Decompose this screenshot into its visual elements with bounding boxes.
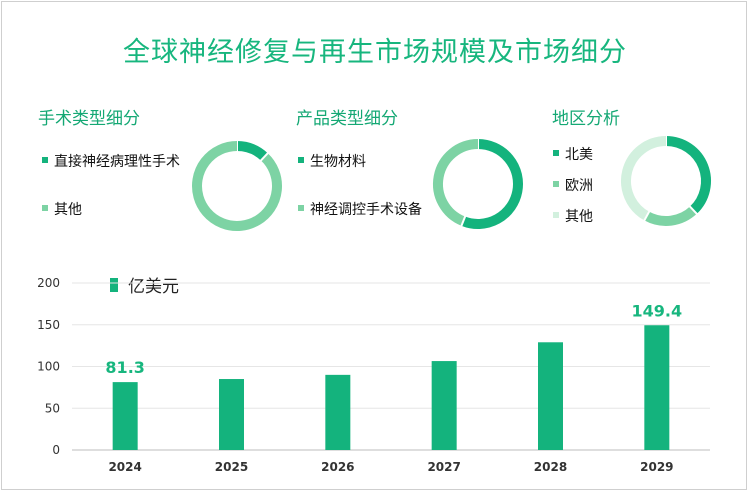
x-tick-label: 2025 (215, 460, 248, 474)
donut-slice (461, 139, 523, 229)
slice-separator (688, 205, 699, 216)
y-tick-label: 0 (52, 443, 60, 457)
y-tick-label: 50 (45, 401, 60, 415)
bar-2028 (538, 342, 563, 450)
region-analysis-title: 地区分析 (552, 109, 620, 129)
page-title: 全球神经修复与再生市场规模及市场细分 (123, 37, 627, 68)
legend-item-north-america: 北美 (553, 144, 593, 164)
donut-slice (665, 136, 711, 214)
slice-separator (259, 151, 270, 162)
x-tick-label: 2027 (427, 460, 460, 474)
legend-label: 其他 (54, 202, 82, 218)
bar-2027 (431, 361, 457, 450)
legend-swatch (553, 150, 559, 156)
y-tick-label: 200 (37, 276, 60, 290)
product-type-title: 产品类型细分 (296, 109, 398, 129)
legend-swatch (298, 157, 304, 163)
donut-chart-2 (433, 138, 523, 229)
legend-swatch (42, 157, 48, 163)
legend-item-other-surgery: 其他 (42, 199, 82, 219)
legend-label: 直接神经病理性手术 (54, 154, 180, 170)
y-tick-label: 100 (37, 360, 60, 374)
legend-swatch (42, 205, 48, 211)
legend-label: 欧洲 (565, 178, 593, 194)
x-tick-label: 2026 (321, 460, 354, 474)
legend-swatch (553, 212, 559, 218)
legend-swatch (298, 205, 304, 211)
x-tick-label: 2028 (534, 460, 567, 474)
donut-slice (236, 141, 268, 161)
slice-separator (642, 210, 651, 222)
donut-slice (621, 136, 667, 221)
donut-chart-3 (621, 135, 711, 226)
legend-item-biomaterials: 生物材料 (298, 151, 366, 171)
legend-item-neuromodulation-devices: 神经调控手术设备 (298, 199, 422, 219)
bar-2029 (644, 325, 670, 450)
donut-chart-1 (192, 140, 282, 231)
bar-series-legend: 亿美元 (110, 272, 179, 297)
y-tick-label: 150 (37, 318, 60, 332)
legend-label: 神经调控手术设备 (310, 202, 422, 218)
legend-item-direct-neuro-surgery: 直接神经病理性手术 (42, 151, 180, 171)
data-label: 81.3 (105, 358, 144, 377)
bar-2025 (219, 379, 244, 450)
legend-label: 亿美元 (128, 277, 179, 297)
bar-2024 (112, 382, 138, 450)
x-tick-label: 2024 (108, 460, 141, 474)
data-label: 149.4 (632, 301, 683, 320)
legend-item-other-region: 其他 (553, 206, 593, 226)
legend-label: 其他 (565, 209, 593, 225)
surgery-type-title: 手术类型细分 (38, 109, 140, 129)
donut-slice (433, 139, 479, 226)
donut-slice (644, 206, 697, 226)
legend-label: 北美 (565, 147, 593, 163)
donut-slice (192, 141, 282, 231)
legend-swatch (110, 278, 118, 292)
x-tick-label: 2029 (640, 460, 673, 474)
legend-label: 生物材料 (310, 154, 366, 170)
legend-swatch (553, 181, 559, 187)
slice-separator (460, 215, 467, 228)
bar-2026 (325, 374, 351, 450)
legend-item-europe: 欧洲 (553, 175, 593, 195)
